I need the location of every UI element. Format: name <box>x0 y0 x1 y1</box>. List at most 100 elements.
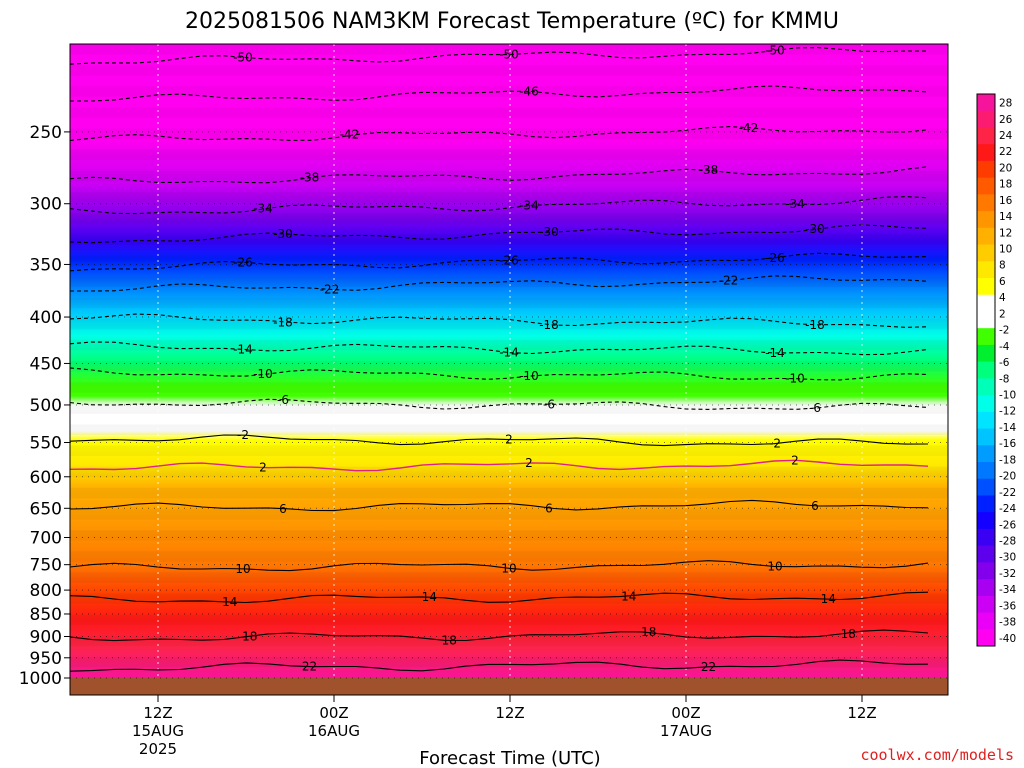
colorbar-tick-label: -16 <box>999 438 1016 450</box>
x-axis-title: Forecast Time (UTC) <box>419 748 600 768</box>
colorbar-tick-label: -26 <box>999 519 1016 531</box>
contour-label: 6 <box>545 501 553 515</box>
colorbar-swatch <box>977 395 995 413</box>
colorbar-tick-label: 22 <box>999 146 1012 158</box>
contour-label: -10 <box>785 372 805 386</box>
colorbar-swatch <box>977 428 995 446</box>
colorbar-tick-label: -34 <box>999 584 1016 596</box>
colorbar-tick-label: 28 <box>999 98 1012 110</box>
contour-line <box>69 341 929 356</box>
contour-label: -38 <box>300 170 320 184</box>
contour-label: -34 <box>785 197 805 211</box>
contour-label: -50 <box>233 51 253 65</box>
x-tick-label-date: 16AUG <box>308 722 360 740</box>
contour-label: 10 <box>767 559 782 573</box>
colorbar-swatch <box>977 595 995 614</box>
colorbar-swatch <box>977 512 995 530</box>
colorbar-tick-label: -28 <box>999 535 1016 547</box>
contour-label: -30 <box>805 222 825 236</box>
colorbar: 28 26 24 22 20 18 16 14 12 10 8 6 4 2 -2 -4 -6 -8 -10 -12 -1… <box>976 93 1016 647</box>
x-tick-label-date: 17AUG <box>660 722 712 740</box>
colorbar-swatch <box>977 528 995 547</box>
texture-band <box>70 446 948 457</box>
texture-band <box>70 467 948 478</box>
chart-title-group: 2025081506 NAM3KM Forecast Temperature (… <box>185 9 839 34</box>
colorbar-tick-label: -38 <box>999 617 1016 629</box>
colorbar-swatch <box>977 612 995 630</box>
y-tick-label: 300 <box>30 195 62 215</box>
texture-band <box>70 615 948 626</box>
contour-label: 14 <box>222 595 237 609</box>
contour-label: -46 <box>519 84 539 98</box>
colorbar-swatch <box>977 211 995 229</box>
texture-band <box>70 551 948 562</box>
contour-label: 14 <box>422 590 437 604</box>
colorbar-swatch <box>977 462 995 480</box>
contour-line <box>69 459 929 472</box>
contour-label: -18 <box>539 318 559 332</box>
contour-label: -26 <box>765 251 785 265</box>
colorbar-tick-label: -36 <box>999 600 1016 612</box>
plot-frame <box>69 43 949 696</box>
contour-label: 10 <box>235 562 250 576</box>
x-tick-label-time: 12Z <box>143 704 172 722</box>
contour-label: -14 <box>765 346 785 360</box>
texture-band <box>70 192 948 203</box>
colorbar-tick-label: -10 <box>999 390 1016 402</box>
contour-label: -30 <box>273 227 293 241</box>
contour-label: -22 <box>320 283 340 297</box>
contour-line <box>69 166 929 184</box>
contour-label: 2 <box>791 453 799 467</box>
contour-label: -30 <box>539 225 559 239</box>
contour-label: -50 <box>765 43 785 57</box>
colorbar-swatch <box>977 545 995 563</box>
contour-label: -18 <box>805 318 825 332</box>
colorbar-tick-label: -22 <box>999 487 1016 499</box>
contour-line <box>69 252 929 272</box>
contour-line <box>69 629 929 642</box>
contour-line <box>69 313 929 328</box>
credit-link[interactable]: coolwx.com/models <box>860 746 1014 764</box>
y-tick-label: 550 <box>30 433 62 453</box>
colorbar-tick-label: -14 <box>999 422 1016 434</box>
colorbar-swatch <box>977 311 995 329</box>
contour-label: -42 <box>739 121 759 135</box>
contour-label: -10 <box>253 367 273 381</box>
contour-label: 18 <box>641 625 656 639</box>
contour-label: -14 <box>233 343 253 357</box>
colorbar-frame <box>976 93 996 647</box>
texture-band <box>70 382 948 393</box>
contour-label: 22 <box>701 660 716 674</box>
contour-label: 2 <box>259 461 267 475</box>
colorbar-tick-label: 6 <box>999 276 1006 288</box>
y-tick-label: 700 <box>30 528 62 548</box>
colorbar-swatch <box>977 411 995 430</box>
colorbar-tick-label: -2 <box>999 325 1009 337</box>
contour-line <box>69 499 929 512</box>
y-axis: 2503003504004505005506006507007508008509… <box>19 123 70 689</box>
y-tick-label: 850 <box>30 605 62 625</box>
colorbar-swatch <box>977 160 995 179</box>
colorbar-swatch <box>977 562 995 580</box>
x-tick-label-time: 12Z <box>847 704 876 722</box>
colorbar-tick-label: 24 <box>999 130 1013 142</box>
y-tick-label: 800 <box>30 581 62 601</box>
y-tick-label: 1000 <box>19 669 62 689</box>
contour-label: 14 <box>821 592 836 606</box>
contour-line <box>69 126 929 142</box>
colorbar-tick-label: -18 <box>999 454 1016 466</box>
colorbar-tick-label: 18 <box>999 179 1012 191</box>
contour-label: -34 <box>253 201 273 215</box>
colorbar-tick-label: -24 <box>999 503 1016 515</box>
texture-band <box>70 298 948 309</box>
colorbar-swatch <box>977 244 995 262</box>
colorbar-tick-label: -8 <box>999 373 1009 385</box>
contour-label: -2 <box>769 437 781 451</box>
colorbar-swatch <box>977 278 995 296</box>
colorbar-swatch <box>977 110 995 128</box>
contour-label: -26 <box>499 254 519 268</box>
y-tick-label: 650 <box>30 499 62 519</box>
colorbar-tick-label: 20 <box>999 162 1012 174</box>
y-tick-label: 400 <box>30 308 62 328</box>
contour-label: -34 <box>519 198 539 212</box>
